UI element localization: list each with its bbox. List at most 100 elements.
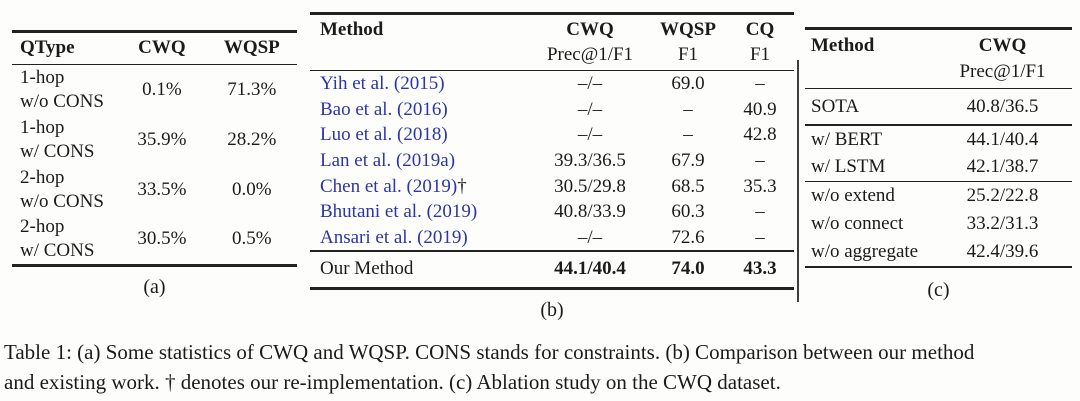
cell-cq: 35.3 [743,175,777,197]
cell-cq: 42.8 [743,124,777,146]
citation-link[interactable]: Bao et al. (2016) [320,98,448,120]
qtype-label-line2: w/o CONS [20,190,104,212]
cell-method: w/o extend [811,185,895,207]
cell-cwq: 40.8/36.5 [966,95,1039,117]
table-b-header-wqsp: WQSP F1 [650,17,726,67]
cell-method: Lan et al. (2019a) [310,148,530,174]
table-row: Bao et al. (2016) –/– – 40.9 [310,97,794,123]
citation-link[interactable]: Chen et al. (2019) [320,175,458,197]
table-b: Method CWQ Prec@1/F1 WQSP F1 CQ F1 Yih e… [310,12,794,322]
table-a-bottom-rule [12,264,297,267]
cell-method: w/ BERT [811,128,883,150]
table-row: Ansari et al. (2019) –/– 72.6 – [310,225,794,251]
cell-cwq: 0.1% [142,79,182,101]
cell-cwq: 30.5% [137,228,187,250]
qtype-label-line1: 2-hop [20,166,65,188]
cell-wqsp: 60.3 [671,201,705,223]
table-row: w/o extend 25.2/22.8 [805,182,1072,210]
table-c-header-row: Method CWQ Prec@1/F1 [805,30,1072,88]
table-row: Luo et al. (2018) –/– – 42.8 [310,122,794,148]
qtype-label-line1: 1-hop [20,117,65,139]
table-a-header-row: QType CWQ WQSP [12,33,297,64]
table-row: Chen et al. (2019)† 30.5/29.8 68.5 35.3 [310,174,794,200]
header-wqsp-subtitle: F1 [677,43,699,65]
table-a-header-cwq: CWQ [138,37,186,59]
cell-cwq: 44.1/40.4 [554,258,626,280]
table-row: 1-hop w/ CONS 35.9% 28.2% [12,115,297,165]
header-method-label: Method [811,34,875,56]
table-b-header-rule [310,69,794,72]
cell-wqsp: 74.0 [671,258,705,280]
table-row: w/ BERT 44.1/40.4 [805,126,1072,154]
table-row: 2-hop w/ CONS 30.5% 0.5% [12,215,297,265]
table-b-header-cwq: CWQ Prec@1/F1 [530,17,650,67]
cell-cwq: 33.5% [137,178,187,200]
citation-link[interactable]: Yih et al. (2015) [320,73,445,95]
table-row: Lan et al. (2019a) 39.3/36.5 67.9 – [310,148,794,174]
table-b-top-rule [310,12,794,15]
cell-method: Our Method [320,258,414,280]
cell-method: Bhutani et al. (2019) [310,199,530,225]
cell-method: SOTA [811,95,860,117]
qtype-label-line1: 2-hop [20,216,65,238]
cell-wqsp: 69.0 [671,73,705,95]
table-row: w/o aggregate 42.4/39.6 [805,238,1072,266]
header-wqsp-title: WQSP [660,18,716,40]
cell-cq: – [755,73,765,95]
qtype-label: 1-hop w/ CONS [12,116,117,164]
table-c-bottom-rule [805,265,1072,269]
cell-wqsp: 28.2% [227,129,277,151]
cell-cwq: –/– [577,124,603,146]
citation-link[interactable]: Bhutani et al. (2019) [320,201,478,223]
table-a-top-rule [12,30,297,33]
header-cq-title: CQ [745,18,775,40]
table-c-mid-rule-1 [805,124,1072,126]
cell-cwq: –/– [577,226,603,248]
qtype-label: 2-hop w/o CONS [12,166,117,214]
dagger-mark: † [457,175,467,197]
cell-cq: – [755,149,765,171]
cell-wqsp: – [683,98,693,120]
table-b-summary-row: Our Method 44.1/40.4 74.0 43.3 [310,252,794,287]
table-a-caption: (a) [143,275,166,298]
table-c-header-cwq: CWQ Prec@1/F1 [933,33,1072,88]
header-method-label: Method [320,18,384,40]
cell-cwq: 35.9% [137,129,187,151]
cell-wqsp: 71.3% [227,79,277,101]
citation-link[interactable]: Lan et al. (2019a) [320,149,456,171]
table-row: Yih et al. (2015) –/– 69.0 – [310,71,794,97]
header-cwq-title: CWQ [566,18,614,40]
table-b-mid-rule [310,250,794,252]
table-b-header-cq: CQ F1 [726,17,794,67]
qtype-label: 2-hop w/ CONS [12,215,117,263]
table-row: w/ LSTM 42.1/38.7 [805,153,1072,181]
table-b-caption: (b) [540,298,564,321]
citation-link[interactable]: Luo et al. (2018) [320,124,448,146]
figure-caption-line1: Table 1: (a) Some statistics of CWQ and … [4,340,975,364]
cell-method: Luo et al. (2018) [310,122,530,148]
table-b-bottom-rule [310,286,794,290]
cell-method: Yih et al. (2015) [310,71,530,97]
cell-cq: 40.9 [743,98,777,120]
cell-wqsp: 0.0% [232,178,272,200]
cell-method: w/o aggregate [811,240,919,262]
column-divider [797,60,799,302]
table-a-header-qtype: QType [20,37,75,59]
table-c-header-method: Method [805,33,933,88]
cell-cwq: 42.1/38.7 [966,156,1039,178]
header-cq-subtitle: F1 [749,43,771,65]
table-a: QType CWQ WQSP 1-hop w/o CONS 0.1% 71.3%… [12,30,297,299]
citation-link[interactable]: Ansari et al. (2019) [320,226,468,248]
cell-wqsp: 72.6 [671,226,705,248]
cell-wqsp: – [683,124,693,146]
table-row: Bhutani et al. (2019) 40.8/33.9 60.3 – [310,199,794,225]
header-cwq-title: CWQ [978,34,1027,56]
cell-method: Bao et al. (2016) [310,97,530,123]
table-a-header-wqsp: WQSP [223,37,280,59]
cell-cwq: –/– [577,73,603,95]
cell-method: w/o connect [811,213,904,235]
table-b-header-row: Method CWQ Prec@1/F1 WQSP F1 CQ F1 [310,15,794,70]
cell-cq: – [755,201,765,223]
table-c: Method CWQ Prec@1/F1 SOTA 40.8/36.5 w/ B… [805,27,1072,302]
